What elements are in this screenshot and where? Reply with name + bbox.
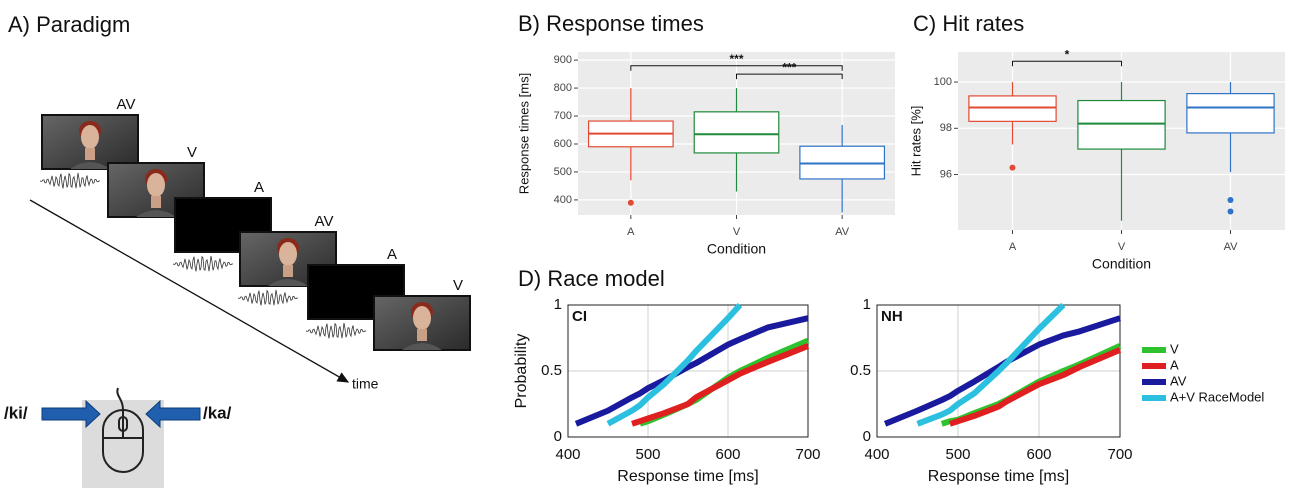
x-tick-label: V bbox=[1118, 241, 1126, 253]
chart-title: D) Race model bbox=[518, 266, 665, 291]
y-tick-label: 400 bbox=[554, 194, 572, 206]
mouse bbox=[102, 387, 144, 473]
y-tick-label: 0 bbox=[863, 428, 871, 445]
chart-title: C) Hit rates bbox=[913, 11, 1024, 36]
box bbox=[968, 95, 1057, 122]
x-tick-label: 500 bbox=[635, 446, 660, 463]
neck bbox=[85, 148, 95, 160]
y-tick-label: 600 bbox=[554, 138, 572, 150]
shoulders bbox=[70, 162, 110, 169]
outlier bbox=[1009, 164, 1016, 171]
shoulders bbox=[402, 343, 442, 350]
series-line bbox=[916, 302, 1066, 427]
x-tick-label: 700 bbox=[1107, 446, 1132, 463]
x-tick-label: V bbox=[733, 226, 741, 238]
y-tick-label: 0.5 bbox=[541, 362, 562, 379]
time-label: time bbox=[352, 376, 379, 392]
y-tick-label: 1 bbox=[863, 296, 871, 313]
y-tick-label: 700 bbox=[554, 110, 572, 122]
chart-title: B) Response times bbox=[518, 11, 704, 36]
x-tick-label: AV bbox=[1224, 241, 1239, 253]
significance-label: *** bbox=[729, 52, 743, 66]
frame-label: V bbox=[453, 277, 463, 294]
series-line bbox=[631, 343, 810, 427]
y-tick-label: 0 bbox=[554, 428, 562, 445]
x-tick-label: 400 bbox=[555, 446, 580, 463]
significance-bracket bbox=[630, 65, 843, 71]
x-tick-label: 400 bbox=[864, 446, 889, 463]
sound-wave bbox=[172, 255, 234, 272]
series-line bbox=[606, 302, 743, 427]
time-arrow bbox=[29, 199, 350, 383]
sound-wave bbox=[305, 322, 367, 339]
x-tick-label: 600 bbox=[715, 446, 740, 463]
series-line bbox=[883, 315, 1121, 427]
x-tick-label: A bbox=[1009, 241, 1017, 253]
panel-title: A) Paradigm bbox=[8, 12, 130, 37]
box bbox=[1077, 99, 1166, 150]
face bbox=[147, 173, 165, 197]
frame-label: AV bbox=[117, 96, 136, 113]
response-label: /ka/ bbox=[203, 403, 232, 422]
x-axis-label: Response time [ms] bbox=[928, 468, 1069, 485]
x-tick-label: 700 bbox=[795, 446, 820, 463]
outlier bbox=[1227, 196, 1234, 203]
frame-label: A bbox=[254, 179, 264, 196]
chart-label: NH bbox=[881, 308, 903, 325]
x-axis-label: Condition bbox=[707, 241, 766, 257]
significance-bracket bbox=[1012, 60, 1122, 67]
face bbox=[279, 242, 297, 266]
significance-label: * bbox=[1065, 47, 1070, 61]
neck bbox=[417, 329, 427, 341]
outlier bbox=[627, 199, 634, 206]
y-tick-label: 1 bbox=[554, 296, 562, 313]
neck bbox=[283, 265, 293, 277]
box bbox=[693, 111, 780, 154]
shoulders bbox=[268, 279, 308, 286]
x-axis-label: Condition bbox=[1092, 256, 1151, 272]
y-axis-label: Hit rates [%] bbox=[908, 106, 923, 177]
legend-label: A+V RaceModel bbox=[1170, 389, 1264, 404]
y-tick-label: 0.5 bbox=[850, 362, 871, 379]
plot-frame bbox=[567, 304, 809, 438]
sound-wave bbox=[237, 289, 299, 306]
legend-label: V bbox=[1170, 341, 1179, 356]
frame-label: A bbox=[387, 246, 397, 263]
shoulders bbox=[136, 210, 176, 217]
y-tick-label: 98 bbox=[940, 122, 952, 134]
significance-bracket bbox=[736, 73, 843, 80]
y-tick-label: 500 bbox=[554, 166, 572, 178]
legend-label: AV bbox=[1170, 373, 1187, 388]
y-tick-label: 100 bbox=[934, 76, 952, 88]
y-tick-label: 800 bbox=[554, 82, 572, 94]
x-tick-label: 500 bbox=[945, 446, 970, 463]
x-tick-label: AV bbox=[835, 226, 850, 238]
box bbox=[1186, 93, 1275, 134]
sound-wave bbox=[39, 172, 101, 189]
legend-label: A bbox=[1170, 357, 1179, 372]
y-axis-label: Probability bbox=[513, 334, 530, 409]
x-tick-label: 600 bbox=[1026, 446, 1051, 463]
frame-label: AV bbox=[315, 213, 334, 230]
face bbox=[81, 125, 99, 149]
outlier bbox=[1227, 208, 1234, 215]
y-tick-label: 900 bbox=[554, 54, 572, 66]
left-arrow bbox=[41, 399, 101, 429]
y-axis-label: Response times [ms] bbox=[516, 73, 531, 194]
chart-label: CI bbox=[572, 308, 587, 325]
frame-label: V bbox=[187, 144, 197, 161]
y-tick-label: 96 bbox=[940, 168, 952, 180]
significance-label: *** bbox=[782, 60, 796, 74]
x-axis-label: Response time [ms] bbox=[617, 468, 758, 485]
neck bbox=[151, 196, 161, 208]
face bbox=[413, 306, 431, 330]
right-arrow bbox=[145, 399, 201, 429]
series-line bbox=[948, 347, 1122, 427]
plot-frame bbox=[876, 304, 1121, 438]
response-label: /ki/ bbox=[4, 403, 28, 422]
x-tick-label: A bbox=[627, 226, 635, 238]
